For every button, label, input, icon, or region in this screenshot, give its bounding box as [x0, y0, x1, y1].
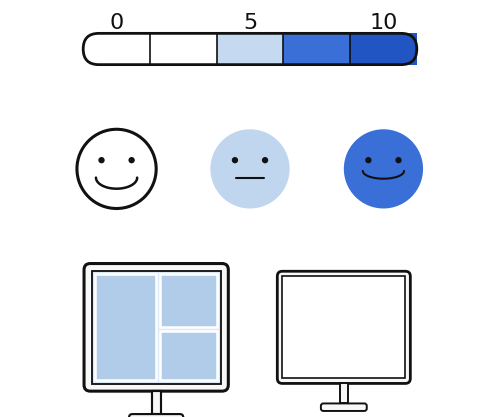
Bar: [95, 274, 156, 380]
Circle shape: [98, 157, 104, 163]
Bar: [350, 33, 417, 65]
Circle shape: [396, 157, 402, 163]
Bar: [282, 276, 406, 379]
Circle shape: [77, 129, 156, 208]
FancyBboxPatch shape: [321, 404, 367, 411]
Bar: [160, 274, 218, 327]
Text: 10: 10: [370, 13, 398, 33]
Bar: [340, 384, 347, 404]
FancyBboxPatch shape: [278, 271, 410, 384]
Bar: [83, 33, 150, 65]
Bar: [284, 33, 350, 65]
Bar: [150, 33, 216, 65]
Circle shape: [344, 129, 423, 208]
Circle shape: [232, 157, 238, 163]
Circle shape: [210, 129, 290, 208]
FancyBboxPatch shape: [83, 33, 417, 65]
Circle shape: [128, 157, 135, 163]
Bar: [92, 271, 221, 384]
FancyBboxPatch shape: [84, 264, 229, 391]
Circle shape: [365, 157, 372, 163]
Text: 5: 5: [243, 13, 257, 33]
Bar: [216, 33, 284, 65]
Bar: [152, 391, 161, 414]
Circle shape: [262, 157, 268, 163]
Text: 0: 0: [110, 13, 124, 33]
FancyBboxPatch shape: [129, 414, 184, 417]
Bar: [160, 331, 218, 380]
